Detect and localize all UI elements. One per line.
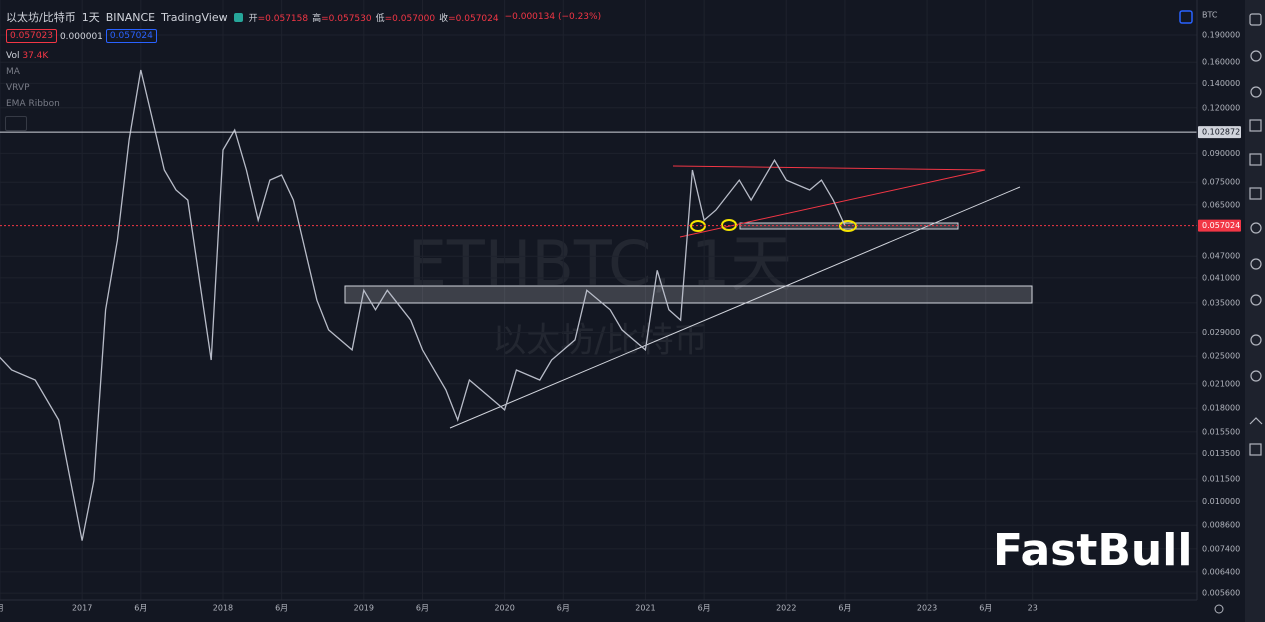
- trend-line: [449, 186, 1021, 429]
- y-tick-label: 0.007400: [1202, 544, 1240, 553]
- indicator: EMA Ribbon: [6, 99, 60, 109]
- x-tick-label: 2021: [635, 604, 655, 613]
- y-tick-label: 0.015500: [1202, 427, 1240, 436]
- price-label-box: [1198, 219, 1241, 232]
- watermark-sub: 以太坊/比特币: [492, 321, 707, 361]
- marker: [721, 219, 737, 231]
- ohlc-item: 高=0.057530: [312, 11, 372, 24]
- x-tick-label: 6月: [134, 604, 147, 613]
- x-tick-label: 6月: [275, 604, 288, 613]
- vol-value: 37.4K: [22, 51, 49, 61]
- x-tick-label: 月: [0, 604, 4, 613]
- change: −0.000134 (−0.23%): [504, 12, 602, 22]
- x-tick-label: 6月: [416, 604, 429, 613]
- x-tick-label: 6月: [979, 604, 992, 613]
- price-line: [0, 69, 846, 541]
- source: TradingView: [161, 10, 228, 24]
- y-tick-label: 0.140000: [1202, 79, 1240, 88]
- x-tick-label: 2022: [776, 604, 796, 613]
- ohlc-item: 收=0.057024: [439, 11, 499, 24]
- ohlc-item: 低=0.057000: [376, 11, 436, 24]
- ohlc-value: =0.057158: [257, 13, 309, 24]
- watermark: ETHBTC, 1天: [408, 227, 793, 300]
- y-tick-label: 0.013500: [1202, 449, 1240, 458]
- x-tick-label: 6月: [838, 604, 851, 613]
- price-label: 0.102872: [1202, 128, 1240, 137]
- status: [233, 12, 243, 22]
- ohlc-label: 收: [439, 13, 449, 24]
- y-tick-label: 0.075000: [1202, 178, 1240, 187]
- zone: [344, 285, 1033, 304]
- y-tick-label: 0.065000: [1202, 200, 1240, 209]
- ohlc-label: 高: [312, 13, 322, 24]
- y-tick-label: 0.006400: [1202, 567, 1240, 576]
- vol-label: Vol: [6, 51, 20, 61]
- x-tick-label: 2019: [354, 604, 374, 613]
- y-tick-label: 0.005600: [1202, 589, 1240, 598]
- settings-icon[interactable]: [1214, 604, 1224, 614]
- ohlc-value: =0.057530: [321, 13, 372, 24]
- y-tick-label: 0.041000: [1202, 273, 1240, 282]
- interval[interactable]: 1天: [81, 11, 100, 24]
- trend-line: [679, 169, 986, 238]
- y-tick-label: 0.190000: [1202, 31, 1240, 40]
- collapse-button[interactable]: [5, 116, 27, 131]
- ohlc-label: 开: [248, 13, 258, 24]
- x-tick-label: 23: [1028, 604, 1038, 613]
- y-tick-label: 0.120000: [1202, 103, 1240, 112]
- y-tick-label: 0.010000: [1202, 497, 1240, 506]
- symbol[interactable]: 以太坊/比特币: [6, 11, 76, 24]
- brand: FastBull: [993, 525, 1192, 576]
- y-tick-label: 0.011500: [1202, 475, 1240, 484]
- trend-line: [672, 165, 986, 171]
- currency[interactable]: BTC: [1202, 11, 1218, 20]
- volume-legend: Vol 37.4K: [6, 51, 48, 61]
- quote: 0.057023 0.000001 0.057024: [6, 29, 157, 43]
- indicator: MA: [6, 67, 20, 77]
- y-tick-label: 0.090000: [1202, 149, 1240, 158]
- ohlc-item: 开=0.057158: [249, 11, 309, 24]
- x-tick-label: 6月: [557, 604, 570, 613]
- price-label-box: [1198, 126, 1241, 139]
- ohlc-label: 低: [375, 13, 385, 24]
- y-tick-label: 0.008600: [1202, 521, 1240, 530]
- header: 以太坊/比特币 1天 BINANCE TradingView 开=0.05715…: [6, 9, 601, 25]
- spread: 0.000001: [59, 32, 103, 42]
- ohlc: 开=0.057158 高=0.057530 低=0.057000 收=0.057024: [249, 11, 499, 24]
- ohlc-value: =0.057024: [448, 13, 499, 24]
- y-tick-label: 0.035000: [1202, 298, 1240, 307]
- bid[interactable]: 0.057023: [6, 29, 57, 43]
- x-tick-label: 2023: [917, 604, 937, 613]
- y-tick-label: 0.160000: [1202, 58, 1240, 67]
- x-tick-label: 2018: [213, 604, 233, 613]
- sidebar: [1245, 0, 1265, 622]
- ohlc-value: =0.057000: [384, 13, 436, 24]
- y-tick-label: 0.021000: [1202, 379, 1240, 388]
- y-tick-label: 0.025000: [1202, 352, 1240, 361]
- exchange: BINANCE: [105, 10, 156, 24]
- y-tick-label: 0.018000: [1202, 404, 1240, 413]
- price-label: 0.057024: [1202, 221, 1240, 230]
- sidebar-icons: [1249, 13, 1263, 456]
- sync-icon[interactable]: [1179, 10, 1193, 24]
- price-axis: [1197, 0, 1245, 622]
- ask[interactable]: 0.057024: [105, 29, 157, 43]
- indicator: VRVP: [6, 83, 30, 93]
- x-tick-label: 6月: [698, 604, 711, 613]
- y-tick-label: 0.029000: [1202, 328, 1240, 337]
- x-tick-label: 2017: [72, 604, 92, 613]
- x-tick-label: 2020: [494, 604, 514, 613]
- y-tick-label: 0.047000: [1202, 252, 1240, 261]
